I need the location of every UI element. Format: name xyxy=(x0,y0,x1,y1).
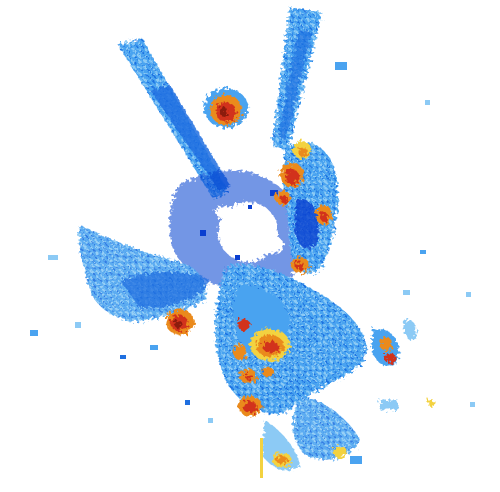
radar-cell-south xyxy=(238,396,347,467)
radar-beam-northwest xyxy=(118,38,230,200)
radar-beam-north xyxy=(272,8,322,150)
radar-cell-far-east xyxy=(380,337,396,363)
radar-scatter-specks xyxy=(30,62,475,478)
radar-echo-east-band xyxy=(283,141,338,274)
radar-central-clutter xyxy=(169,170,306,291)
radar-echo-south-mass xyxy=(215,264,366,471)
radar-cell-west xyxy=(166,309,194,335)
radar-echo-far-east xyxy=(372,319,434,410)
radar-cell-northeast xyxy=(275,141,311,205)
radar-echo-southwest-arm xyxy=(79,225,210,322)
radar-cell-east xyxy=(291,205,332,273)
radar-cell-south-center xyxy=(233,319,290,383)
radar-cell-north xyxy=(204,88,248,128)
